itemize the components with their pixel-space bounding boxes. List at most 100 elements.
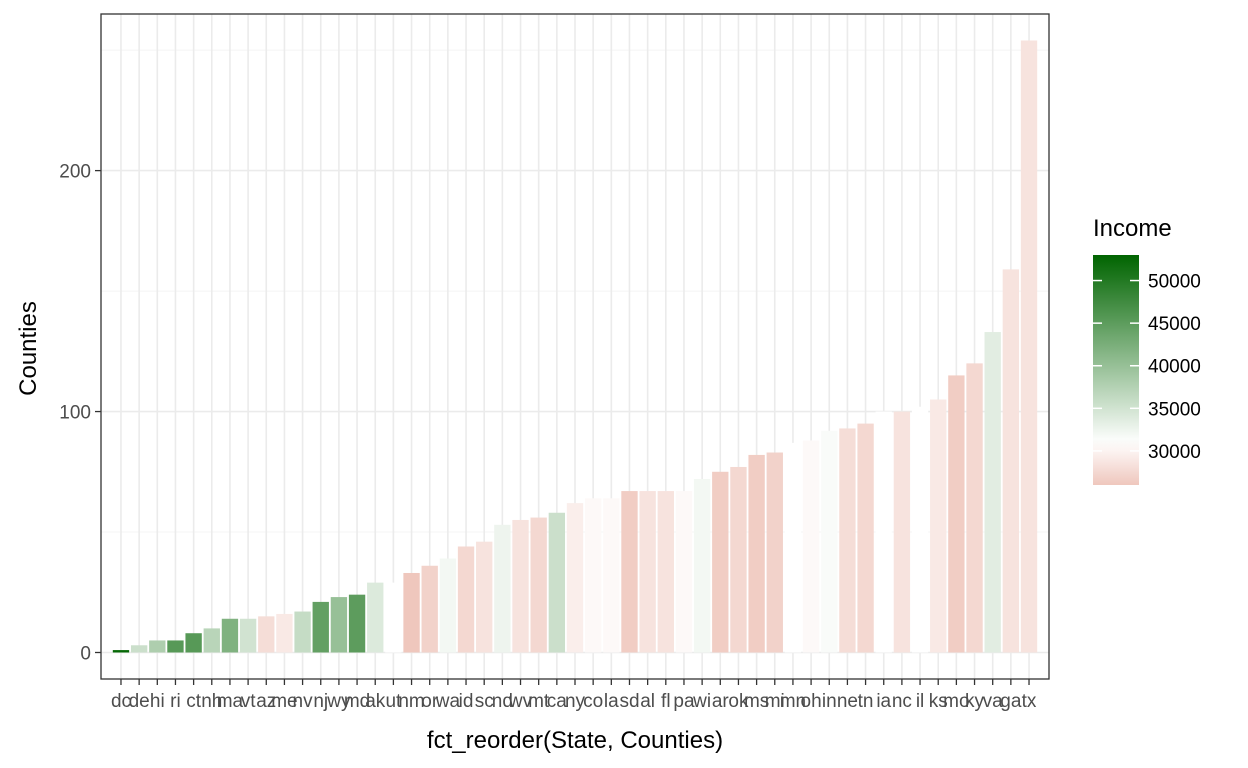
- legend-label: 45000: [1148, 314, 1201, 335]
- x-tick-label-nh: nh: [201, 691, 222, 712]
- bar-ks: [930, 399, 947, 653]
- x-tick-label-ia: ia: [876, 691, 891, 712]
- bar-mt: [530, 517, 547, 653]
- x-tick-label-me: me: [271, 691, 297, 712]
- x-tick-label-nv: nv: [293, 691, 314, 712]
- x-tick-label-ks: ks: [929, 691, 948, 712]
- bar-ne: [839, 428, 856, 653]
- y-tick-label: 0: [80, 643, 91, 664]
- x-tick-label-mt: mt: [528, 691, 550, 712]
- bar-az: [258, 616, 275, 653]
- x-tick-label-ar: ar: [712, 691, 730, 712]
- bar-ny: [566, 503, 584, 653]
- legend-label: 40000: [1148, 357, 1201, 378]
- bar-ga: [1002, 269, 1020, 653]
- bar-ar: [712, 471, 729, 653]
- bar-nd: [494, 524, 511, 653]
- bar-ia: [875, 411, 892, 653]
- x-tick-label-ma: ma: [217, 691, 244, 712]
- bar-pa: [675, 491, 693, 653]
- bar-nj: [312, 601, 329, 653]
- y-tick-label: 200: [59, 162, 91, 183]
- x-tick-label-ne: ne: [837, 691, 858, 712]
- legend-label: 50000: [1148, 272, 1201, 293]
- x-tick-label-ms: ms: [744, 691, 769, 712]
- x-tick-label-tx: tx: [1022, 691, 1037, 712]
- x-tick-label-mn: mn: [780, 691, 806, 712]
- bar-wi: [693, 479, 711, 653]
- bar-nc: [893, 411, 911, 653]
- bar-mo: [948, 375, 965, 653]
- legend-labels: 50000 45000 40000 35000 30000: [1093, 272, 1201, 463]
- bar-in: [821, 430, 838, 653]
- bar-ri: [167, 640, 184, 653]
- bar-ca: [548, 512, 566, 653]
- x-tick-label-ri: ri: [170, 691, 181, 712]
- x-tick-label-il: il: [916, 691, 924, 712]
- bars-layer: [112, 40, 1038, 653]
- bar-hi: [149, 640, 166, 653]
- x-tick-label-pa: pa: [673, 691, 695, 712]
- bar-mn: [784, 442, 802, 653]
- bar-ak: [367, 582, 384, 653]
- x-tick-label-hi: hi: [150, 691, 165, 712]
- bar-co: [584, 498, 602, 653]
- x-tick-label-wa: wa: [435, 691, 461, 712]
- x-tick-label-ky: ky: [965, 691, 985, 712]
- bar-fl: [657, 491, 674, 653]
- x-tick-label-in: in: [822, 691, 837, 712]
- x-tick-label-al: al: [640, 691, 655, 712]
- x-tick-label-ny: ny: [565, 691, 586, 712]
- x-tick-label-az: az: [256, 691, 276, 712]
- bar-la: [603, 498, 620, 653]
- bar-ok: [730, 466, 747, 653]
- bar-tn: [857, 423, 874, 653]
- x-tick-label-nc: nc: [892, 691, 912, 712]
- bar-ms: [748, 454, 765, 653]
- bar-wy: [330, 597, 348, 653]
- bar-ct: [185, 633, 202, 653]
- x-tick-label-md: md: [344, 691, 370, 712]
- bar-wv: [512, 519, 529, 653]
- bar-nm: [403, 572, 420, 653]
- x-tick-label-fl: fl: [661, 691, 671, 712]
- y-axis: 0 100 200: [59, 162, 101, 664]
- bar-ma: [221, 618, 239, 653]
- y-tick-label: 100: [59, 403, 91, 424]
- x-tick-label-nj: nj: [313, 691, 328, 712]
- x-tick-label-la: la: [604, 691, 619, 712]
- bar-dc: [112, 650, 130, 653]
- bar-va: [984, 332, 1001, 653]
- bar-ut: [385, 582, 402, 653]
- bar-wa: [439, 558, 457, 653]
- bar-il: [911, 406, 929, 653]
- legend-colorbar: [1093, 255, 1139, 485]
- bar-or: [421, 565, 438, 653]
- bar-nh: [203, 628, 220, 653]
- x-tick-label-ct: ct: [186, 691, 202, 712]
- bar-nv: [294, 611, 311, 653]
- bar-sd: [621, 491, 638, 653]
- x-tick-label-tn: tn: [858, 691, 874, 712]
- x-tick-label-wi: wi: [692, 691, 711, 712]
- x-tick-label-wy: wy: [326, 691, 351, 712]
- x-tick-label-co: co: [583, 691, 603, 712]
- bar-sc: [476, 541, 493, 653]
- x-tick-label-ok: ok: [728, 691, 749, 712]
- y-axis-title: Counties: [15, 301, 42, 396]
- x-tick-label-vt: vt: [241, 691, 257, 712]
- bar-id: [457, 546, 475, 653]
- x-tick-label-ga: ga: [1000, 691, 1022, 712]
- bar-mi: [766, 452, 783, 653]
- x-tick-label-dc: dc: [111, 691, 131, 712]
- bar-de: [130, 645, 148, 653]
- x-tick-label-wv: wv: [508, 691, 533, 712]
- x-tick-label-mi: mi: [765, 691, 785, 712]
- x-tick-label-ak: ak: [365, 691, 386, 712]
- x-tick-label-nd: nd: [492, 691, 513, 712]
- x-tick-label-nm: nm: [398, 691, 424, 712]
- x-tick-label-sc: sc: [475, 691, 494, 712]
